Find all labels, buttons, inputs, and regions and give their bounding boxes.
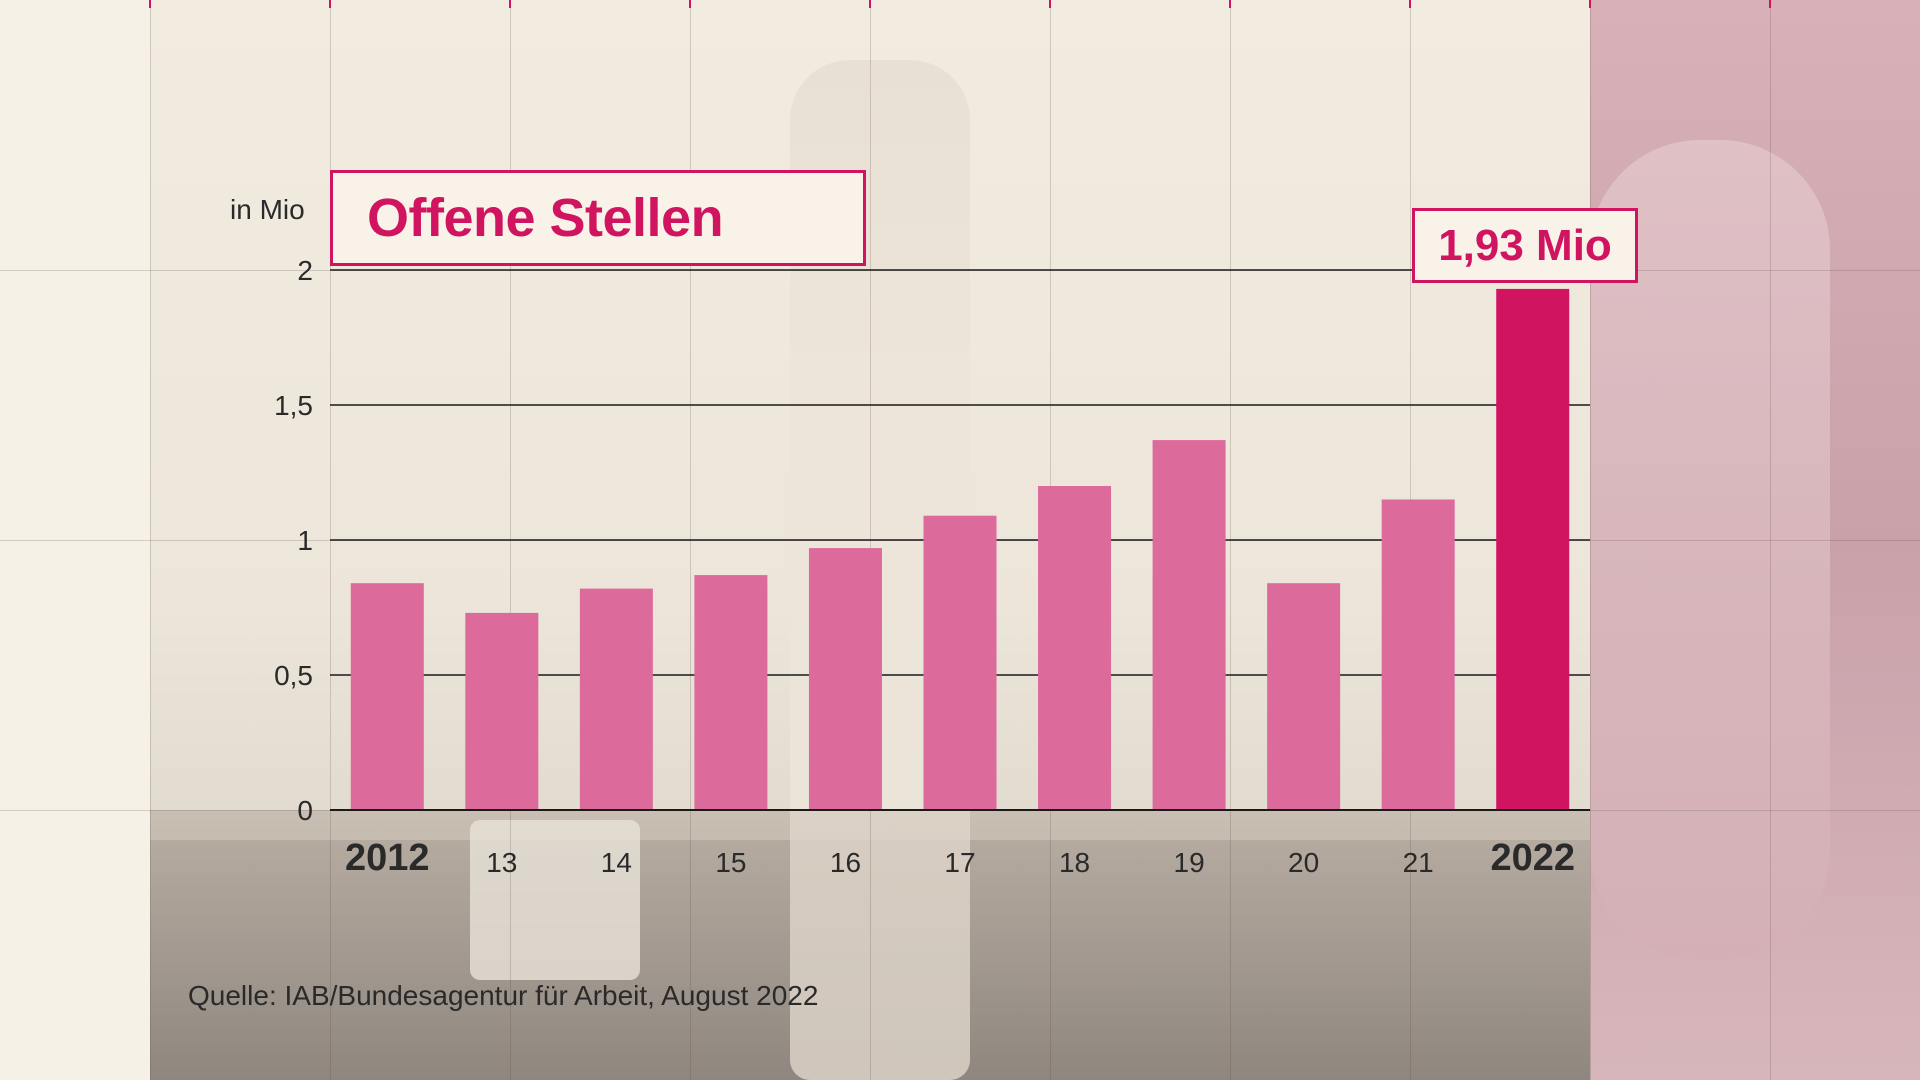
bar	[1496, 288, 1570, 810]
x-tick-label: 13	[486, 847, 517, 878]
grid-tick-mark	[1769, 0, 1771, 8]
x-tick-label: 14	[601, 847, 632, 878]
bar	[465, 612, 539, 810]
grid-tick-mark	[1409, 0, 1411, 8]
x-tick-label: 16	[830, 847, 861, 878]
x-tick-label: 19	[1174, 847, 1205, 878]
grid-tick-mark	[1049, 0, 1051, 8]
chart-title-box: Offene Stellen	[330, 170, 866, 266]
grid-tick-mark	[509, 0, 511, 8]
bar	[923, 515, 997, 810]
source-note: Quelle: IAB/Bundesagentur für Arbeit, Au…	[188, 980, 819, 1011]
x-tick-label: 2022	[1490, 837, 1575, 879]
grid-tick-mark	[869, 0, 871, 8]
bar	[1267, 583, 1341, 810]
grid-tick-mark	[1229, 0, 1231, 8]
y-tick-label: 0,5	[274, 660, 313, 691]
grid-tick-mark	[329, 0, 331, 8]
bar	[1038, 486, 1112, 810]
highlight-value-box: 1,93 Mio	[1412, 208, 1638, 283]
x-tick-label: 21	[1403, 847, 1434, 878]
grid-line-vertical	[1770, 0, 1771, 1080]
x-tick-label: 17	[944, 847, 975, 878]
y-tick-label: 0	[297, 795, 313, 826]
bar	[808, 548, 882, 810]
second-figure-illustration	[470, 820, 640, 980]
grid-tick-mark	[689, 0, 691, 8]
y-tick-label: 2	[297, 255, 313, 286]
x-tick-label: 15	[715, 847, 746, 878]
y-tick-label: 1	[297, 525, 313, 556]
bar	[1152, 440, 1226, 810]
y-tick-label: 1,5	[274, 390, 313, 421]
y-axis-unit-label: in Mio	[230, 194, 305, 225]
grid-tick-mark	[149, 0, 151, 8]
bar	[694, 575, 768, 810]
chart-title: Offene Stellen	[367, 188, 724, 248]
grid-line-vertical	[150, 0, 151, 1080]
bar	[579, 588, 653, 810]
bar	[1381, 499, 1455, 810]
grid-line-vertical	[1590, 0, 1591, 1080]
grid-tick-mark	[1589, 0, 1591, 8]
x-tick-label: 18	[1059, 847, 1090, 878]
highlight-value-label: 1,93 Mio	[1438, 220, 1612, 270]
bar	[350, 583, 424, 810]
x-tick-label: 2012	[345, 837, 430, 879]
x-tick-label: 20	[1288, 847, 1319, 878]
